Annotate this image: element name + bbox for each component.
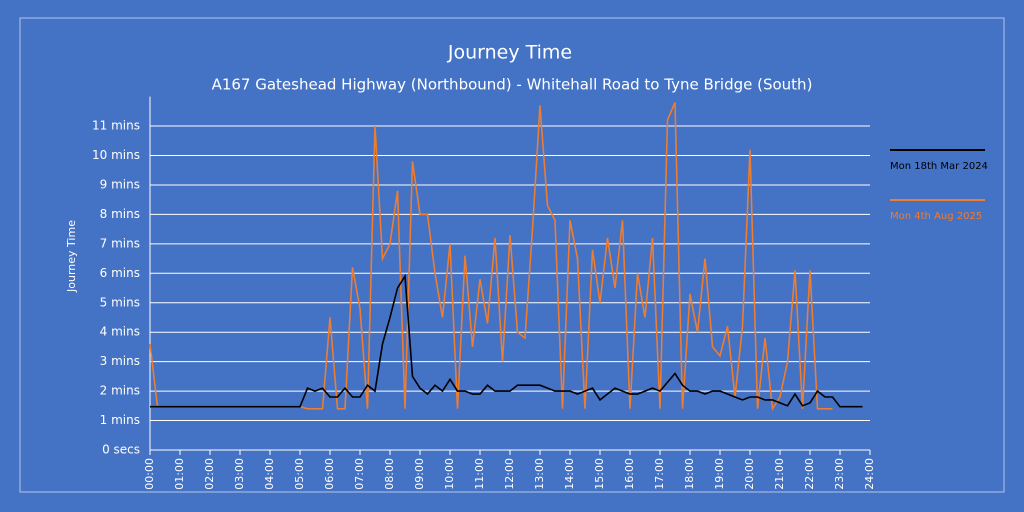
x-tick-label: 24:00 (863, 458, 876, 490)
x-tick-label: 23:00 (833, 458, 846, 490)
x-tick-label: 03:00 (233, 458, 246, 490)
chart-subtitle: A167 Gateshead Highway (Northbound) - Wh… (212, 76, 813, 94)
x-tick-label: 08:00 (383, 458, 396, 490)
x-tick-label: 09:00 (413, 458, 426, 490)
chart-title: Journey Time (447, 42, 572, 64)
x-tick-label: 16:00 (623, 458, 636, 490)
legend-label: Mon 4th Aug 2025 (890, 211, 982, 222)
y-tick-label: 7 mins (100, 236, 140, 250)
x-tick-label: 07:00 (353, 458, 366, 490)
y-tick-label: 10 mins (92, 148, 140, 162)
x-tick-label: 05:00 (293, 458, 306, 490)
y-tick-label: 11 mins (92, 119, 140, 133)
legend-label: Mon 18th Mar 2024 (890, 161, 988, 172)
x-tick-label: 00:00 (143, 458, 156, 490)
x-tick-label: 21:00 (773, 458, 786, 490)
x-tick-label: 14:00 (563, 458, 576, 490)
x-tick-label: 20:00 (743, 458, 756, 490)
x-tick-label: 19:00 (713, 458, 726, 490)
y-tick-label: 9 mins (100, 177, 140, 191)
x-tick-label: 12:00 (503, 458, 516, 490)
y-tick-label: 6 mins (100, 266, 140, 280)
x-tick-label: 01:00 (173, 458, 186, 490)
y-axis-label: Journey Time (65, 220, 78, 293)
chart-border (19, 17, 1005, 493)
x-tick-label: 04:00 (263, 458, 276, 490)
y-tick-label: 8 mins (100, 207, 140, 221)
x-tick-label: 10:00 (443, 458, 456, 490)
x-tick-label: 22:00 (803, 458, 816, 490)
x-tick-label: 06:00 (323, 458, 336, 490)
series-line (150, 273, 863, 408)
x-tick-label: 11:00 (473, 458, 486, 490)
y-tick-label: 2 mins (100, 384, 140, 398)
y-tick-label: 0 secs (102, 443, 140, 457)
y-tick-label: 5 mins (100, 295, 140, 309)
x-tick-label: 15:00 (593, 458, 606, 490)
y-tick-label: 3 mins (100, 354, 140, 368)
x-tick-label: 17:00 (653, 458, 666, 490)
y-tick-label: 4 mins (100, 325, 140, 339)
series-line (149, 102, 833, 412)
x-tick-label: 02:00 (203, 458, 216, 490)
x-tick-label: 13:00 (533, 458, 546, 490)
x-tick-label: 18:00 (683, 458, 696, 490)
y-tick-label: 1 mins (100, 413, 140, 427)
